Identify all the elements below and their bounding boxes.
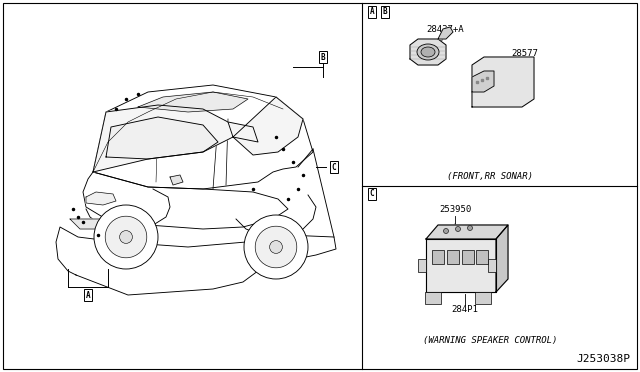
FancyBboxPatch shape [476,250,488,264]
Polygon shape [56,227,336,295]
Text: 284P1: 284P1 [452,305,479,314]
Polygon shape [106,117,218,159]
FancyBboxPatch shape [432,250,444,264]
Circle shape [244,215,308,279]
Polygon shape [438,27,453,39]
Polygon shape [418,259,426,272]
Polygon shape [425,292,441,304]
Text: (WARNING SPEAKER CONTROL): (WARNING SPEAKER CONTROL) [423,336,557,344]
Text: (FRONT,RR SONAR): (FRONT,RR SONAR) [447,171,533,180]
Polygon shape [233,97,303,155]
Polygon shape [496,225,508,292]
Polygon shape [426,225,508,239]
Polygon shape [426,239,496,292]
Text: 28437+A: 28437+A [426,26,464,35]
Polygon shape [93,85,313,189]
Text: A: A [370,7,374,16]
FancyBboxPatch shape [462,250,474,264]
Circle shape [105,216,147,258]
Polygon shape [228,122,258,142]
Circle shape [269,241,282,253]
Circle shape [94,205,158,269]
Polygon shape [70,219,106,229]
Ellipse shape [421,47,435,57]
Ellipse shape [417,44,439,60]
Circle shape [467,225,472,231]
Polygon shape [86,192,116,205]
Text: C: C [332,163,336,171]
Polygon shape [93,105,233,172]
Text: 253950: 253950 [439,205,471,215]
Circle shape [120,231,132,243]
Polygon shape [475,292,491,304]
Polygon shape [472,71,494,92]
Polygon shape [138,92,248,112]
Text: B: B [383,7,387,16]
Polygon shape [83,172,288,229]
Polygon shape [472,57,534,107]
Polygon shape [488,259,496,272]
Circle shape [444,228,449,234]
Polygon shape [410,39,446,65]
FancyBboxPatch shape [447,250,459,264]
Text: C: C [370,189,374,199]
Text: B: B [321,52,325,61]
Polygon shape [453,234,460,240]
Text: A: A [86,291,90,299]
Polygon shape [170,175,183,185]
Text: J253038P: J253038P [576,354,630,364]
Circle shape [456,227,461,231]
Circle shape [255,226,297,268]
Text: 28577: 28577 [511,49,538,58]
